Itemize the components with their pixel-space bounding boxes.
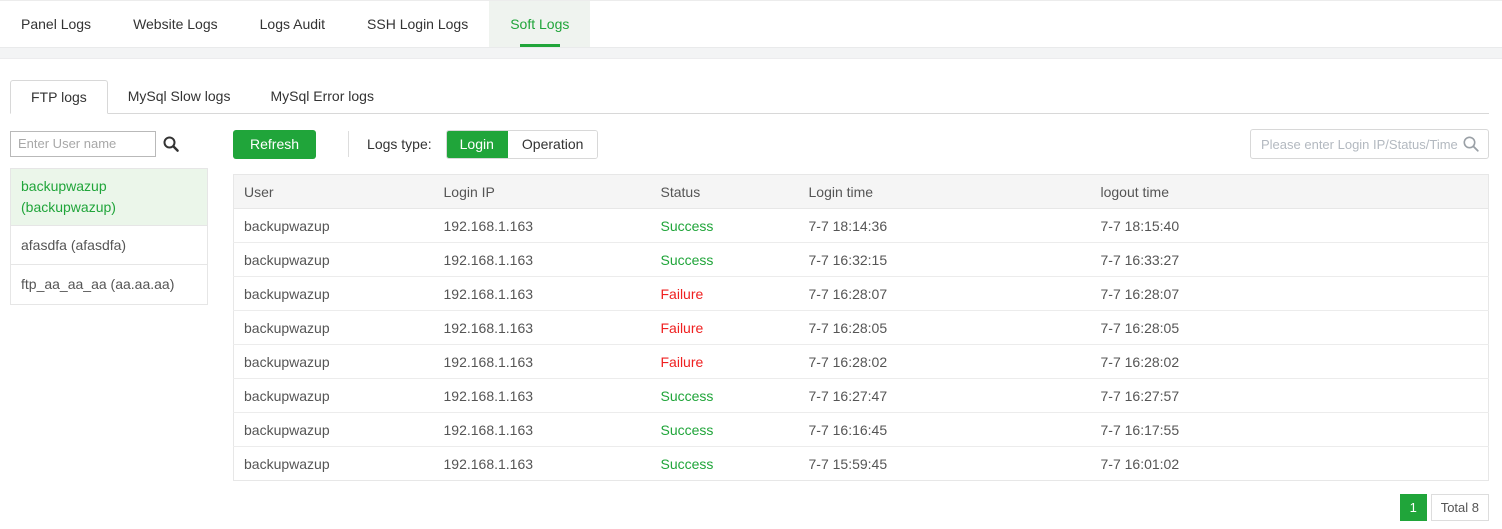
logs-type-label: Logs type: <box>367 136 432 152</box>
toolbar: Refresh Logs type: Login Operation <box>233 129 1489 159</box>
status-text: Success <box>660 421 714 438</box>
status-text: Failure <box>660 319 704 336</box>
total-count-label: Total 8 <box>1430 494 1489 521</box>
table-header-row: User Login IP Status Login time logout time <box>233 174 1489 209</box>
cell-logout-time: 7-7 16:28:05 <box>1090 310 1489 345</box>
cell-user: backupwazup <box>233 208 434 243</box>
cell-login-time: 7-7 16:16:45 <box>798 412 1091 447</box>
table-row: backupwazup 192.168.1.163 Success 7-7 16:16… <box>233 412 1489 447</box>
table-row: backupwazup 192.168.1.163 Success 7-7 15:59… <box>234 447 1489 481</box>
status-text: Failure <box>660 285 704 302</box>
cell-logout-time: 7-7 16:01:02 <box>1100 455 1180 472</box>
sub-tabs: FTP logs MySql Slow logs MySql Error logs <box>10 80 1489 114</box>
pagination: 1 Total 8 <box>233 494 1489 521</box>
cell-login-ip: 192.168.1.163 <box>443 455 534 472</box>
status-text: Success <box>660 217 714 234</box>
cell-status: Success <box>651 447 799 481</box>
cell-login-ip: 192.168.1.163 <box>433 344 651 379</box>
cell-logout-time: 7-7 16:17:55 <box>1090 412 1489 447</box>
status-text: Success <box>660 387 714 404</box>
cell-user: backupwazup <box>244 455 330 472</box>
user-list-item[interactable]: backupwazup (backupwazup) <box>11 169 207 226</box>
cell-status: Success <box>650 242 799 277</box>
ftp-user-list: backupwazup (backupwazup) afasdfa (afasdf… <box>10 168 208 305</box>
column-header-login-time: Login time <box>798 174 1091 209</box>
column-header-user: User <box>233 174 434 209</box>
main-panel: Refresh Logs type: Login Operation <box>233 129 1489 521</box>
cell-login-time: 7-7 18:14:36 <box>798 208 1091 243</box>
cell-status: Success <box>650 378 799 413</box>
cell-login-ip: 192.168.1.163 <box>433 378 651 413</box>
cell-login-ip: 192.168.1.163 <box>433 412 651 447</box>
tab-website-logs[interactable]: Website Logs <box>133 16 218 32</box>
cell-login-ip: 192.168.1.163 <box>433 242 651 277</box>
subtab-mysql-slow-logs[interactable]: MySql Slow logs <box>127 88 231 104</box>
toolbar-divider <box>348 131 350 157</box>
column-header-login-ip: Login IP <box>433 174 651 209</box>
table-row: backupwazup 192.168.1.163 Success 7-7 18:14… <box>233 208 1489 243</box>
user-list-item[interactable]: ftp_aa_aa_aa (aa.aa.aa) <box>21 276 175 292</box>
status-text: Success <box>660 251 714 268</box>
tab-ssh-login-logs[interactable]: SSH Login Logs <box>367 16 469 32</box>
top-strip-divider <box>0 47 1502 59</box>
table-row: backupwazup 192.168.1.163 Success 7-7 16:27… <box>233 378 1489 413</box>
table-row: backupwazup 192.168.1.163 Failure 7-7 16:28… <box>233 344 1489 379</box>
cell-status: Failure <box>650 344 799 379</box>
cell-user: backupwazup <box>233 276 434 311</box>
logs-type-operation-button[interactable]: Operation <box>507 130 598 158</box>
cell-status: Success <box>650 208 799 243</box>
column-header-logout-time: logout time <box>1090 174 1489 209</box>
tab-soft-logs[interactable]: Soft Logs <box>489 1 591 47</box>
user-search-input[interactable] <box>10 130 156 157</box>
refresh-button[interactable]: Refresh <box>233 129 317 159</box>
log-search-input[interactable] <box>1251 136 1462 152</box>
cell-user: backupwazup <box>233 378 434 413</box>
tab-panel-logs[interactable]: Panel Logs <box>21 16 92 32</box>
logs-type-group: Login Operation <box>445 129 599 159</box>
cell-user: backupwazup <box>233 412 434 447</box>
table-body: backupwazup 192.168.1.163 Success 7-7 18:14… <box>233 208 1489 481</box>
table-row: backupwazup 192.168.1.163 Failure 7-7 16:28… <box>233 276 1489 311</box>
cell-login-time: 7-7 16:32:15 <box>798 242 1091 277</box>
cell-logout-time: 7-7 18:15:40 <box>1090 208 1489 243</box>
cell-login-time: 7-7 16:27:47 <box>798 378 1091 413</box>
logs-type-login-button[interactable]: Login <box>446 130 508 158</box>
status-text: Success <box>660 455 714 472</box>
cell-user: backupwazup <box>233 344 434 379</box>
subtab-mysql-error-logs[interactable]: MySql Error logs <box>270 88 374 104</box>
cell-logout-time: 7-7 16:28:07 <box>1090 276 1489 311</box>
cell-user: backupwazup <box>233 242 434 277</box>
left-panel: backupwazup (backupwazup)afasdfa (afasdf… <box>10 129 208 305</box>
cell-logout-time: 7-7 16:27:57 <box>1090 378 1489 413</box>
table-row: backupwazup 192.168.1.163 Failure 7-7 16:28… <box>233 310 1489 345</box>
top-tabs: Panel Logs Website Logs Logs Audit SSH Logi… <box>0 1 1502 47</box>
cell-status: Failure <box>650 310 799 345</box>
user-list-item[interactable]: afasdfa (afasdfa) <box>11 226 207 265</box>
cell-login-ip: 192.168.1.163 <box>433 276 651 311</box>
tab-logs-audit[interactable]: Logs Audit <box>259 16 326 32</box>
table-row: backupwazup 192.168.1.163 Success 7-7 16:32… <box>233 242 1489 277</box>
cell-status: Success <box>650 412 799 447</box>
ftp-log-table: User Login IP Status Login time logout time … <box>233 174 1489 481</box>
cell-login-time: 7-7 16:28:07 <box>798 276 1091 311</box>
log-search-box <box>1250 129 1489 159</box>
cell-login-ip: 192.168.1.163 <box>433 208 651 243</box>
cell-logout-time: 7-7 16:28:02 <box>1090 344 1489 379</box>
cell-status: Failure <box>650 276 799 311</box>
cell-user: backupwazup <box>233 310 434 345</box>
cell-login-time: 7-7 16:28:02 <box>798 344 1091 379</box>
cell-logout-time: 7-7 16:33:27 <box>1090 242 1489 277</box>
column-header-status: Status <box>650 174 799 209</box>
cell-login-time: 7-7 16:28:05 <box>798 310 1091 345</box>
subtab-ftp-logs[interactable]: FTP logs <box>10 80 108 114</box>
status-text: Failure <box>660 353 704 370</box>
cell-login-ip: 192.168.1.163 <box>433 310 651 345</box>
page-button-1[interactable]: 1 <box>1399 494 1427 521</box>
cell-login-time: 7-7 15:59:45 <box>808 455 888 472</box>
search-icon[interactable] <box>1462 135 1480 153</box>
search-icon[interactable] <box>162 135 180 153</box>
content-area: FTP logs MySql Slow logs MySql Error logs … <box>0 59 1502 521</box>
